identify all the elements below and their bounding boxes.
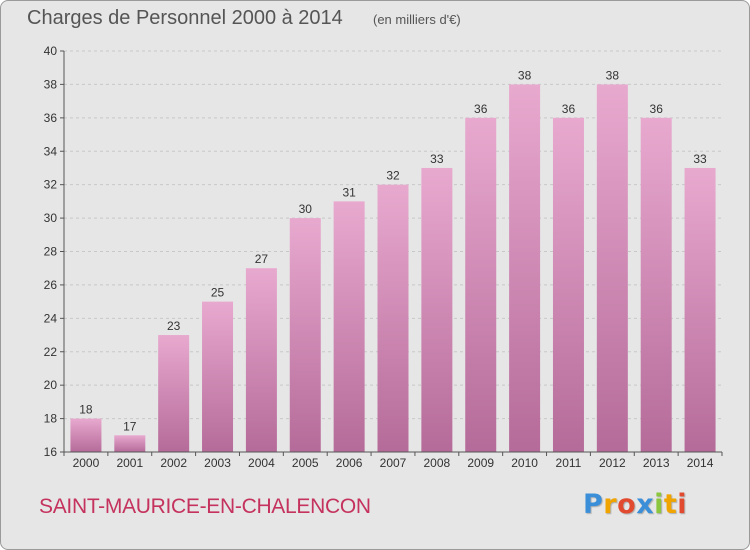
x-tick-label: 2004 <box>248 456 275 470</box>
bar <box>114 435 146 452</box>
chart-title: Charges de Personnel 2000 à 2014 <box>27 7 343 29</box>
x-tick-label: 2013 <box>643 456 670 470</box>
bar-value-label: 36 <box>474 102 488 116</box>
bar <box>421 167 453 453</box>
x-tick-label: 2011 <box>556 456 582 470</box>
bar-value-label: 36 <box>562 102 576 116</box>
bar-value-label: 38 <box>606 68 620 82</box>
logo-letter: x <box>636 489 655 520</box>
bar <box>333 201 365 452</box>
x-tick-label: 2009 <box>467 456 494 470</box>
y-tick-label: 18 <box>44 412 58 426</box>
bar-value-label: 36 <box>650 102 664 116</box>
bar-value-label: 38 <box>518 68 532 82</box>
x-tick-label: 2001 <box>116 456 143 470</box>
x-tick-label: 2010 <box>511 456 538 470</box>
x-tick-label: 2014 <box>687 456 714 470</box>
logo-letter: i <box>654 489 664 520</box>
y-tick-label: 38 <box>44 77 58 91</box>
y-tick-label: 16 <box>44 445 58 459</box>
bar <box>377 184 409 452</box>
y-tick-label: 28 <box>44 245 58 259</box>
x-tick-label: 2005 <box>292 456 319 470</box>
bar <box>552 117 584 452</box>
bar <box>596 84 628 453</box>
bar <box>245 268 277 452</box>
bar-value-label: 32 <box>386 169 400 183</box>
y-tick-label: 20 <box>44 378 58 392</box>
x-tick-label: 2012 <box>599 456 626 470</box>
y-tick-label: 36 <box>44 111 58 125</box>
y-tick-label: 22 <box>44 345 58 359</box>
bar <box>509 84 541 453</box>
bar-value-label: 17 <box>123 419 137 433</box>
proxiti-logo[interactable]: Proxiti <box>583 489 687 520</box>
bars: 18 17 23 25 27 30 31 32 33 36 38 36 38 36 33 <box>70 68 716 453</box>
bar-value-label: 33 <box>693 152 707 166</box>
x-tick-label: 2006 <box>336 456 363 470</box>
bar <box>640 117 672 452</box>
bar-value-label: 23 <box>167 319 181 333</box>
y-tick-label: 34 <box>44 144 58 158</box>
logo-letter: i <box>677 489 688 520</box>
bar <box>70 418 102 452</box>
logo-letter: r <box>603 489 618 520</box>
x-tick-label: 2008 <box>424 456 451 470</box>
y-tick-label: 26 <box>44 278 58 292</box>
bar-value-label: 27 <box>255 252 269 266</box>
bar-value-label: 30 <box>299 202 313 216</box>
logo-letter: t <box>663 489 678 520</box>
y-tick-label: 30 <box>44 211 58 225</box>
bar-value-label: 18 <box>79 403 93 417</box>
bar-value-label: 33 <box>430 152 444 166</box>
bar <box>202 301 234 452</box>
bar <box>684 167 716 453</box>
chart-subtitle: (en milliers d'€) <box>373 12 461 27</box>
commune-name: SAINT-MAURICE-EN-CHALENCON <box>39 495 371 518</box>
x-tick-label: 2007 <box>380 456 407 470</box>
logo-letter: o <box>617 489 637 520</box>
logo-letter: P <box>583 489 604 520</box>
axes: 16 18 20 22 24 26 28 30 32 34 36 38 40 2000 2001 2002 20… <box>44 44 723 470</box>
bar-value-label: 31 <box>342 185 356 199</box>
bar <box>465 117 497 452</box>
y-tick-label: 32 <box>44 178 58 192</box>
bar <box>158 335 190 452</box>
x-tick-label: 2002 <box>160 456 187 470</box>
y-tick-label: 24 <box>44 311 58 325</box>
bar-value-label: 25 <box>211 286 225 300</box>
x-tick-label: 2003 <box>204 456 231 470</box>
y-tick-label: 40 <box>44 44 58 58</box>
x-tick-label: 2000 <box>73 456 100 470</box>
bar <box>289 218 321 452</box>
